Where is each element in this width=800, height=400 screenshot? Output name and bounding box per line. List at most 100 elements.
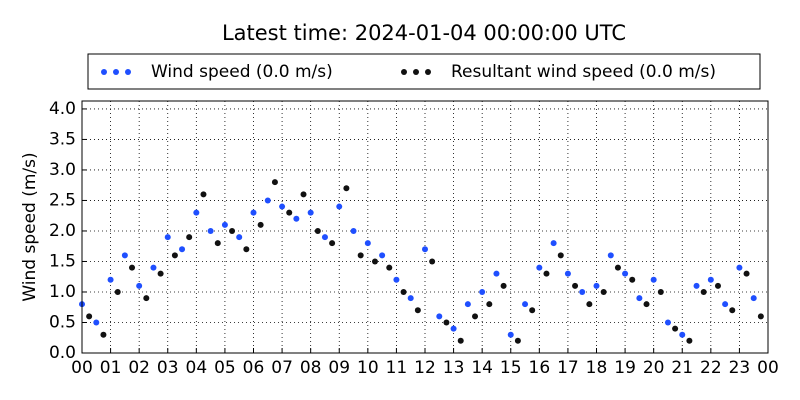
point [750,295,757,302]
point [536,264,543,271]
y-tick-label: 4.0 [49,99,76,119]
point [443,319,450,326]
point [114,288,121,295]
plot-frame [81,100,769,354]
point [121,252,128,259]
x-tick-label: 18 [586,358,608,378]
point [236,234,243,241]
point [143,295,150,302]
point [286,209,293,216]
point [179,246,186,253]
point [279,203,286,210]
x-tick-label: 17 [557,358,579,378]
y-tick-label: 2.5 [49,190,76,210]
x-tick-label: 22 [700,358,722,378]
legend-marker [413,69,419,75]
point [514,337,521,344]
chart-title: Latest time: 2024-01-04 00:00:00 UTC [222,21,626,45]
point [457,337,464,344]
point [350,227,357,234]
y-tick-label: 3.5 [49,129,76,149]
point [264,197,271,204]
x-tick-label: 08 [300,358,322,378]
x-tick-label: 19 [614,358,636,378]
point [722,301,729,308]
point [572,282,579,289]
x-tick-label: 09 [328,358,350,378]
point [636,295,643,302]
point [243,246,250,253]
point [107,276,114,283]
point [400,288,407,295]
point [307,209,314,216]
x-tick-label: 16 [529,358,551,378]
y-tick-label: 0.5 [49,312,76,332]
point [664,319,671,326]
point [643,301,650,308]
point [564,270,571,277]
point [622,270,629,277]
point [86,313,93,320]
x-tick-label: 23 [729,358,751,378]
point [136,282,143,289]
x-tick-label: 15 [500,358,522,378]
x-tick-label: 13 [443,358,465,378]
point [557,252,564,259]
point [314,227,321,234]
point [300,191,307,198]
point [371,258,378,265]
point [729,307,736,314]
point [214,240,221,247]
x-tick-label: 03 [157,358,179,378]
point [707,276,714,283]
x-tick-label: 01 [100,358,122,378]
point [100,331,107,338]
point [293,215,300,222]
point [393,276,400,283]
point [129,264,136,271]
point [650,276,657,283]
point [379,252,386,259]
point [736,264,743,271]
point [422,246,428,253]
point [693,282,700,289]
x-tick-label: 02 [128,358,150,378]
point [464,301,471,308]
x-tick-label: 14 [471,358,493,378]
point [522,301,529,308]
x-tick-label: 10 [357,358,379,378]
point [329,240,336,247]
point [757,313,764,320]
point [250,209,257,216]
point [672,325,679,332]
y-tick-label: 0.0 [49,343,76,363]
y-tick-label: 1.5 [49,251,76,271]
point [186,234,193,241]
point [321,234,328,241]
x-tick-label: 20 [643,358,665,378]
point [271,179,278,186]
point [357,252,364,259]
point [507,331,514,338]
point [93,319,100,326]
point [500,282,507,289]
point [221,221,228,228]
x-tick-label: 00 [757,358,779,378]
x-tick-label: 11 [386,358,408,378]
point [429,258,436,265]
point [336,203,343,210]
point [171,252,178,259]
point [629,276,636,283]
legend-marker [401,69,407,75]
point [386,264,393,271]
point [686,337,693,344]
point [607,252,614,259]
point [257,221,264,228]
point [164,234,171,241]
x-tick-label: 12 [414,358,436,378]
point [414,307,421,314]
legend-marker [425,69,431,75]
point [657,288,664,295]
